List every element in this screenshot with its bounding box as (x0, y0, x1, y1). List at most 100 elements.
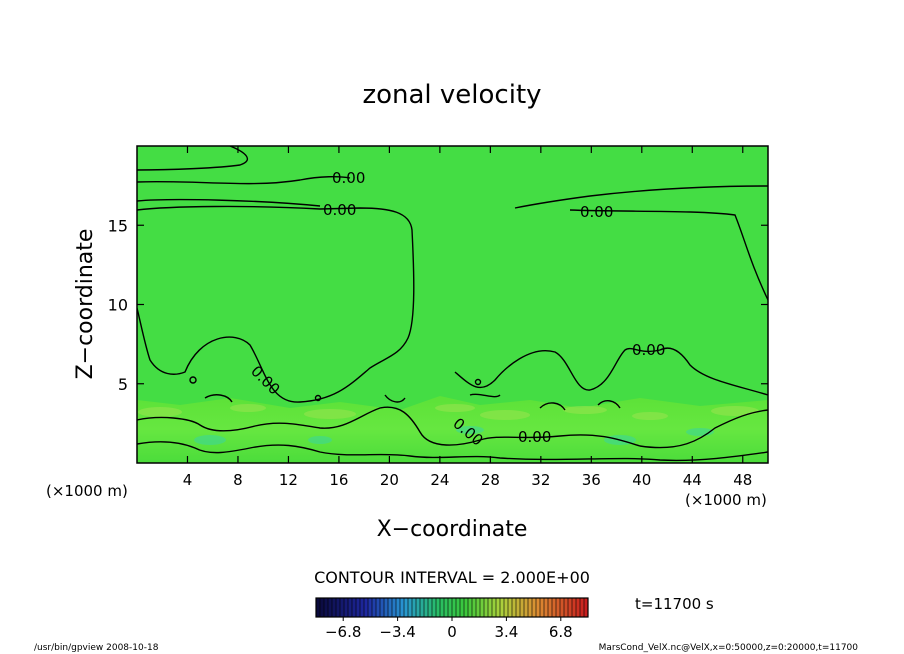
contour-top-left (137, 146, 249, 171)
colorbar-cell (344, 598, 349, 617)
colorbar-cell (524, 598, 529, 617)
contour-right-cone (569, 209, 768, 301)
contour-right-hump (454, 347, 768, 396)
time-label: t=11700 s (635, 595, 714, 613)
colorbar-cell (456, 598, 461, 617)
y-axis-label: Z−coordinate (73, 229, 98, 380)
colorbar-cell (412, 598, 417, 617)
x-tick-label: 28 (481, 471, 500, 489)
colorbar-cell (564, 598, 569, 617)
colorbar-cell (352, 598, 357, 617)
colorbar-tick-label: 3.4 (494, 623, 518, 641)
x-tick-label: 4 (183, 471, 193, 489)
colorbar-cell (384, 598, 389, 617)
contour-lines (137, 146, 768, 462)
colorbar-cell (580, 598, 585, 617)
colorbar-cell (444, 598, 449, 617)
contour-lower-wave (137, 406, 768, 449)
contour-right-upper (514, 185, 768, 209)
x-unit-left: (×1000 m) (46, 482, 128, 500)
contour-interval-text: CONTOUR INTERVAL = 2.000E+00 (314, 568, 590, 587)
colorbar-cell (544, 598, 549, 617)
contour-bottom (137, 441, 768, 462)
colorbar-cell (492, 598, 497, 617)
colorbar-tick-label: −3.4 (379, 623, 415, 641)
colorbar-cell (552, 598, 557, 617)
plot-area: 0.00 0.00 0.00 0.00 0.00 0.00 0.00 (136, 145, 769, 464)
colorbar-cell (316, 598, 321, 617)
x-tick-label: 44 (683, 471, 702, 489)
colorbar-cell (464, 598, 469, 617)
colorbar-cell (576, 598, 581, 617)
colorbar-cell (392, 598, 397, 617)
colorbar-cell (364, 598, 369, 617)
colorbar-cell (408, 598, 413, 617)
colorbar-cell (488, 598, 493, 617)
x-tick-label: 40 (632, 471, 651, 489)
colorbar-cell (320, 598, 325, 617)
colorbar-cell (416, 598, 421, 617)
colorbar-cell (396, 598, 401, 617)
colorbar-cell (404, 598, 409, 617)
x-tick-label: 48 (733, 471, 752, 489)
colorbar-cell (508, 598, 513, 617)
colorbar-cell (380, 598, 385, 617)
x-tick-label: 20 (380, 471, 399, 489)
colorbar-cell (560, 598, 565, 617)
colorbar-cell (372, 598, 377, 617)
colorbar-cell (556, 598, 561, 617)
colorbar-cell (512, 598, 517, 617)
chart-title: zonal velocity (362, 80, 541, 110)
x-tick-label: 16 (329, 471, 348, 489)
colorbar-cell (448, 598, 453, 617)
colorbar-cell (360, 598, 365, 617)
colorbar-cell (376, 598, 381, 617)
contour-small-loop (189, 376, 197, 384)
colorbar-cell (356, 598, 361, 617)
y-tick-label: 5 (118, 375, 128, 394)
colorbar-cell (584, 598, 589, 617)
contour-label: 0.00 (323, 201, 356, 219)
colorbar-cell (568, 598, 573, 617)
x-tick-label: 24 (430, 471, 449, 489)
colorbar-cell (432, 598, 437, 617)
colorbar-tick-label: −6.8 (325, 623, 361, 641)
colorbar-cell (424, 598, 429, 617)
colorbar-cell (452, 598, 457, 617)
colorbar-cell (328, 598, 333, 617)
y-axis-ticks: 5 10 15 (108, 216, 768, 394)
colorbar-cell (528, 598, 533, 617)
x-unit-right: (×1000 m) (685, 491, 767, 509)
colorbar-cell (460, 598, 465, 617)
colorbar-cell (484, 598, 489, 617)
x-tick-label: 32 (531, 471, 550, 489)
colorbar-cell (332, 598, 337, 617)
x-tick-label: 12 (279, 471, 298, 489)
colorbar-tick-label: 6.8 (549, 623, 573, 641)
colorbar-cell (540, 598, 545, 617)
colorbar-cell (536, 598, 541, 617)
colorbar-cell (516, 598, 521, 617)
colorbar-cell (468, 598, 473, 617)
contour-label: 0.00 (518, 428, 551, 446)
colorbar-cell (548, 598, 553, 617)
colorbar-cell (368, 598, 373, 617)
contour-left-cone (137, 205, 415, 403)
colorbar-cell (400, 598, 405, 617)
contour-small-loop-2 (314, 394, 322, 402)
footer-right: MarsCond_VelX.nc@VelX,x=0:50000,z=0:2000… (599, 643, 859, 653)
colorbar-cell (572, 598, 577, 617)
colorbar-ticks: −6.8 −3.4 0 3.4 6.8 (325, 617, 573, 641)
x-tick-label: 36 (582, 471, 601, 489)
contour-small-loop-3 (474, 378, 482, 386)
contour-mid-left (137, 198, 321, 207)
footer-left: /usr/bin/gpview 2008-10-18 (34, 643, 159, 653)
colorbar-cell (504, 598, 509, 617)
colorbar-cell (496, 598, 501, 617)
colorbar-cell (436, 598, 441, 617)
x-axis-label: X−coordinate (377, 517, 528, 542)
colorbar-cell (336, 598, 341, 617)
surface-patches (138, 404, 759, 420)
colorbar-cell (428, 598, 433, 617)
